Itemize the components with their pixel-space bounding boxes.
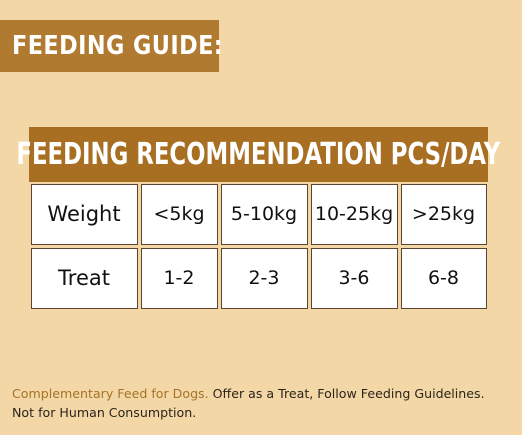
treat-cell-4: 6-8: [400, 247, 487, 309]
feeding-table: Weight <5kg 5-10kg 10-25kg >25kg Treat 1…: [29, 182, 488, 310]
feeding-table-title: FEEDING RECOMMENDATION PCS/DAY: [16, 137, 501, 172]
footer-line-2: Not for Human Consumption.: [12, 405, 197, 420]
treat-row-label: Treat: [30, 247, 138, 309]
treat-cell-1: 1-2: [140, 247, 218, 309]
footer-note: Complementary Feed for Dogs. Offer as a …: [12, 384, 517, 422]
footer-line-1: Complementary Feed for Dogs. Offer as a …: [12, 384, 517, 403]
weight-cell-3: 10-25kg: [310, 183, 398, 245]
feeding-guide-banner: FEEDING GUIDE:: [0, 20, 223, 72]
footer-line-1-rest: Offer as a Treat, Follow Feeding Guideli…: [208, 386, 485, 401]
feeding-table-header: FEEDING RECOMMENDATION PCS/DAY: [17, 127, 500, 182]
weight-cell-4: >25kg: [400, 183, 487, 245]
treat-cell-3: 3-6: [310, 247, 398, 309]
treat-cell-2: 2-3: [220, 247, 308, 309]
weight-cell-2: 5-10kg: [220, 183, 308, 245]
footer-highlight: Complementary Feed for Dogs.: [12, 386, 209, 401]
weight-cell-1: <5kg: [140, 183, 218, 245]
weight-row-label: Weight: [30, 183, 138, 245]
feeding-guide-title: FEEDING GUIDE:: [12, 31, 224, 61]
